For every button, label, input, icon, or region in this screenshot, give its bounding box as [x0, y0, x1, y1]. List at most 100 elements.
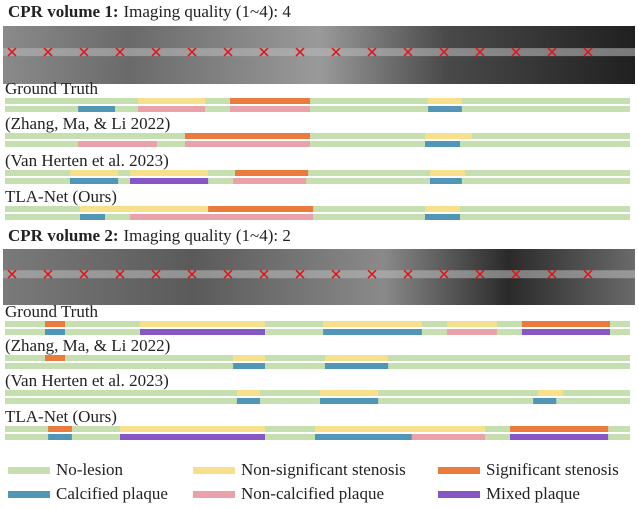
marker: [151, 269, 161, 279]
lesion-segment: [510, 434, 609, 440]
no-lesion-bar: [5, 98, 630, 104]
marker: [511, 269, 521, 279]
lesion-segment: [236, 390, 260, 396]
legend-swatch: [193, 491, 235, 498]
marker: [583, 47, 593, 57]
lesion-segment: [425, 133, 472, 139]
no-lesion-bar: [5, 390, 630, 396]
lesion-segment: [45, 355, 65, 361]
lesion-segment: [320, 390, 379, 396]
no-lesion-bar: [5, 329, 630, 335]
lesion-segment: [323, 321, 422, 327]
marker: [403, 269, 413, 279]
marker: [331, 47, 341, 57]
vessel: [3, 48, 635, 57]
marker: [7, 47, 17, 57]
lesion-segment: [325, 363, 389, 369]
lesion-segment: [510, 426, 609, 432]
lesion-segment: [315, 434, 412, 440]
legend-label: Non-calcified plaque: [241, 484, 384, 503]
marker: [475, 47, 485, 57]
legend-label: No-lesion: [56, 460, 124, 479]
lesion-segment: [428, 98, 462, 104]
lesion-segment: [230, 106, 310, 112]
lesion-segment: [233, 363, 265, 369]
legend-label: Calcified plaque: [56, 484, 168, 503]
method-name: TLA-Net (Ours): [5, 407, 117, 426]
lesion-segment: [446, 321, 497, 327]
volume-title: CPR volume 1: Imaging quality (1~4): 4: [8, 2, 291, 21]
lesion-segment: [130, 214, 314, 220]
method-name: (Van Herten et al. 2023): [5, 371, 169, 390]
lesion-segment: [233, 178, 307, 184]
marker: [187, 269, 197, 279]
marker: [43, 269, 53, 279]
lesion-segment: [235, 170, 309, 176]
lesion-segment: [185, 141, 310, 147]
marker: [79, 269, 89, 279]
no-lesion-bar: [5, 321, 630, 327]
lesion-segment: [48, 426, 72, 432]
marker: [475, 269, 485, 279]
marker: [583, 269, 593, 279]
vessel: [3, 270, 635, 279]
lesion-segment: [538, 390, 564, 396]
method-name: TLA-Net (Ours): [5, 187, 117, 206]
lesion-segment: [230, 98, 310, 104]
marker: [295, 47, 305, 57]
lesion-segment: [208, 206, 314, 212]
lesion-segment: [138, 98, 205, 104]
lesion-segment: [425, 206, 460, 212]
lesion-segment: [236, 398, 260, 404]
lesion-segment: [425, 141, 460, 147]
no-lesion-bar: [5, 170, 630, 176]
lesion-segment: [130, 170, 209, 176]
no-lesion-bar: [5, 398, 630, 404]
marker: [439, 269, 449, 279]
marker: [115, 269, 125, 279]
legend-swatch: [438, 491, 480, 498]
marker: [115, 47, 125, 57]
lesion-segment: [120, 434, 265, 440]
volume-name: CPR volume 2:: [8, 226, 118, 245]
marker: [331, 269, 341, 279]
lesion-segment: [446, 329, 497, 335]
legend-label: Non-significant stenosis: [241, 460, 406, 479]
marker: [223, 47, 233, 57]
lesion-segment: [140, 329, 265, 335]
marker: [259, 47, 269, 57]
marker: [367, 47, 377, 57]
method-name: (Zhang, Ma, & Li 2022): [5, 114, 170, 133]
lesion-segment: [521, 321, 610, 327]
lesion-segment: [48, 434, 72, 440]
no-lesion-bar: [5, 133, 630, 139]
marker: [259, 269, 269, 279]
marker: [547, 47, 557, 57]
marker: [439, 47, 449, 57]
image-quality: Imaging quality (1~4): 4: [123, 2, 291, 21]
no-lesion-bar: [5, 178, 630, 184]
marker: [43, 47, 53, 57]
lesion-segment: [430, 170, 465, 176]
method-name: (Van Herten et al. 2023): [5, 151, 169, 170]
lesion-segment: [233, 355, 265, 361]
lesion-segment: [428, 106, 462, 112]
lesion-segment: [70, 170, 119, 176]
legend-label: Mixed plaque: [486, 484, 580, 503]
marker: [7, 269, 17, 279]
marker: [295, 269, 305, 279]
lesion-segment: [533, 398, 557, 404]
marker: [403, 47, 413, 57]
lesion-segment: [430, 178, 462, 184]
lesion-segment: [425, 214, 460, 220]
lesion-segment: [315, 426, 485, 432]
marker: [151, 47, 161, 57]
no-lesion-bar: [5, 363, 630, 369]
lesion-segment: [80, 214, 105, 220]
legend-swatch: [438, 467, 480, 474]
marker: [79, 47, 89, 57]
image-quality: Imaging quality (1~4): 2: [123, 226, 290, 245]
lesion-segment: [70, 178, 119, 184]
lesion-segment: [138, 106, 205, 112]
